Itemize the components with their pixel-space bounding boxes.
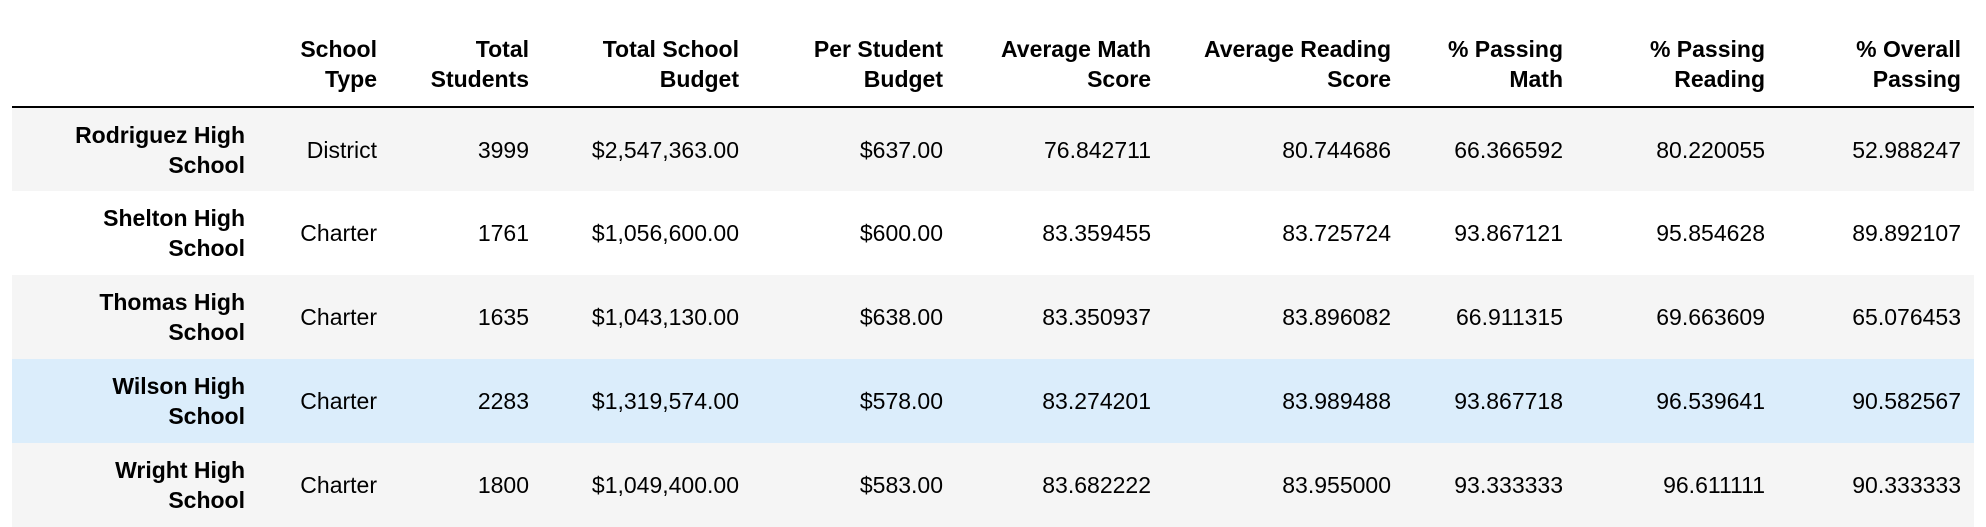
cell-average-math-score: 83.682222 xyxy=(1042,472,1151,498)
col-header-average-reading-score: Average Reading Score xyxy=(1164,24,1404,108)
cell-passing-reading: 95.854628 xyxy=(1656,220,1765,246)
cell-passing-math: 66.911315 xyxy=(1455,304,1563,330)
cell-passing-reading: 96.611111 xyxy=(1663,472,1765,498)
cell-per-student-budget: $583.00 xyxy=(859,472,943,498)
cell-total-school-budget: $2,547,363.00 xyxy=(591,136,739,163)
col-header-per-student-budget: Per Student Budget xyxy=(752,24,956,108)
row-index-label: Wilson High School xyxy=(112,373,245,429)
cell-total-students: 2283 xyxy=(477,388,529,414)
cell-per-student-budget: $600.00 xyxy=(859,220,943,246)
row-index-label: Shelton High School xyxy=(103,205,245,261)
col-header-total-school-budget: Total School Budget xyxy=(542,24,752,108)
cell-total-students: 1635 xyxy=(477,304,529,330)
row-index-label: Thomas High School xyxy=(99,289,245,345)
cell-total-students: 1800 xyxy=(477,472,529,498)
cell-average-math-score: 76.842711 xyxy=(1043,136,1151,163)
cell-overall-passing: 65.076453 xyxy=(1852,304,1961,330)
cell-per-student-budget: $637.00 xyxy=(859,136,943,163)
cell-overall-passing: 52.988247 xyxy=(1852,136,1961,163)
table-row: Rodriguez High School District 3999 $2,5… xyxy=(12,107,1974,191)
col-header-average-math-score: Average Math Score xyxy=(956,24,1164,108)
cell-total-students: 3999 xyxy=(477,136,529,163)
cell-average-reading-score: 83.725724 xyxy=(1282,220,1391,246)
cell-average-reading-score: 83.989488 xyxy=(1282,388,1391,414)
dataframe-container: School Type Total Students Total School … xyxy=(12,24,1974,527)
cell-school-type: Charter xyxy=(300,304,377,330)
cell-average-reading-score: 83.896082 xyxy=(1282,304,1391,330)
col-header-passing-math: % Passing Math xyxy=(1404,24,1576,108)
cell-passing-reading: 69.663609 xyxy=(1656,304,1765,330)
cell-average-math-score: 83.350937 xyxy=(1042,304,1151,330)
cell-school-type: Charter xyxy=(300,220,377,246)
cell-passing-math: 66.366592 xyxy=(1454,136,1563,163)
cell-overall-passing: 89.892107 xyxy=(1852,220,1961,246)
cell-average-math-score: 83.359455 xyxy=(1042,220,1151,246)
cell-average-reading-score: 83.955000 xyxy=(1282,472,1391,498)
cell-per-student-budget: $578.00 xyxy=(859,388,943,414)
cell-passing-math: 93.867718 xyxy=(1454,388,1563,414)
school-summary-table: School Type Total Students Total School … xyxy=(12,24,1974,527)
table-row: Wright High School Charter 1800 $1,049,4… xyxy=(12,443,1974,527)
row-index-label: Wright High School xyxy=(115,457,245,513)
col-header-total-students: Total Students xyxy=(390,24,542,108)
index-header xyxy=(12,24,258,108)
col-header-school-type: School Type xyxy=(258,24,390,108)
table-row-highlighted: Wilson High School Charter 2283 $1,319,5… xyxy=(12,359,1974,443)
cell-total-school-budget: $1,043,130.00 xyxy=(591,304,739,330)
cell-total-students: 1761 xyxy=(477,220,529,246)
cell-school-type: Charter xyxy=(300,472,377,498)
row-index-label: Rodriguez High School xyxy=(75,121,245,178)
table-body: Rodriguez High School District 3999 $2,5… xyxy=(12,107,1974,527)
cell-average-reading-score: 80.744686 xyxy=(1282,136,1391,163)
cell-total-school-budget: $1,319,574.00 xyxy=(591,388,739,414)
table-header: School Type Total Students Total School … xyxy=(12,24,1974,108)
cell-per-student-budget: $638.00 xyxy=(859,304,943,330)
table-row: Shelton High School Charter 1761 $1,056,… xyxy=(12,191,1974,275)
cell-passing-reading: 80.220055 xyxy=(1656,136,1765,163)
cell-passing-math: 93.333333 xyxy=(1454,472,1563,498)
table-row: Thomas High School Charter 1635 $1,043,1… xyxy=(12,275,1974,359)
cell-total-school-budget: $1,049,400.00 xyxy=(591,472,739,498)
col-header-overall-passing: % Overall Passing xyxy=(1778,24,1974,108)
header-row: School Type Total Students Total School … xyxy=(12,24,1974,108)
cell-total-school-budget: $1,056,600.00 xyxy=(591,220,739,246)
cell-overall-passing: 90.582567 xyxy=(1852,388,1961,414)
cell-school-type: Charter xyxy=(300,388,377,414)
col-header-passing-reading: % Passing Reading xyxy=(1576,24,1778,108)
cell-school-type: District xyxy=(306,136,377,163)
cell-average-math-score: 83.274201 xyxy=(1042,388,1151,414)
cell-passing-reading: 96.539641 xyxy=(1656,388,1765,414)
cell-passing-math: 93.867121 xyxy=(1454,220,1563,246)
cell-overall-passing: 90.333333 xyxy=(1852,472,1961,498)
